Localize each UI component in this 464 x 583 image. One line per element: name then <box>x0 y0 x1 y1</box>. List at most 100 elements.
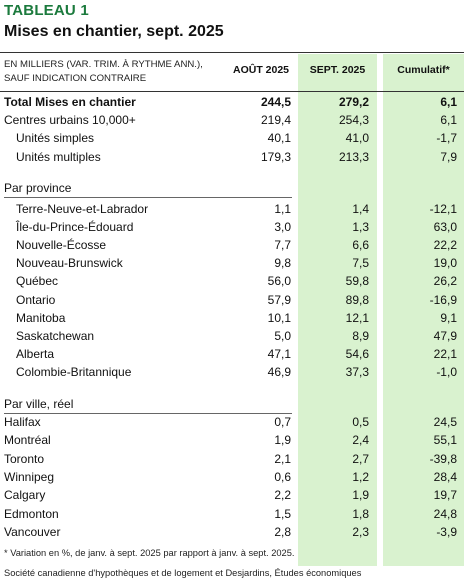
row-label: Québec <box>16 274 59 288</box>
table-row: Unités multiples 179,3 213,3 7,9 <box>0 148 464 166</box>
aug-value: 2,1 <box>274 452 291 466</box>
table-row: Centres urbains 10,000+ 219,4 254,3 6,1 <box>0 111 464 129</box>
aug-value: 3,0 <box>274 220 291 234</box>
sept-value: 89,8 <box>345 293 369 307</box>
table-row: Ontario 57,9 89,8 -16,9 <box>0 291 464 309</box>
row-label: Unités simples <box>16 131 95 145</box>
sept-value: 1,9 <box>352 488 369 502</box>
cumulative-value: 6,1 <box>440 113 457 127</box>
sept-value: 279,2 <box>338 95 369 109</box>
cumulative-value: 19,0 <box>433 256 457 270</box>
sept-value: 213,3 <box>338 150 369 164</box>
table-row: Alberta 47,1 54,6 22,1 <box>0 345 464 363</box>
cumulative-value: 9,1 <box>440 311 457 325</box>
table-row: Colombie-Britannique 46,9 37,3 -1,0 <box>0 363 464 381</box>
table-row: Île-du-Prince-Édouard 3,0 1,3 63,0 <box>0 218 464 236</box>
sept-value: 41,0 <box>345 131 369 145</box>
aug-value: 1,1 <box>274 202 291 216</box>
row-label: Total Mises en chantier <box>4 95 136 109</box>
row-label: Alberta <box>16 347 55 361</box>
sept-value: 254,3 <box>338 113 369 127</box>
cumulative-value: 19,7 <box>433 488 457 502</box>
sept-value: 1,3 <box>352 220 369 234</box>
sept-value: 1,4 <box>352 202 369 216</box>
table-row: Manitoba 10,1 12,1 9,1 <box>0 309 464 327</box>
table-row: Calgary 2,2 1,9 19,7 <box>0 486 464 504</box>
header-top-rule <box>0 52 464 53</box>
sept-value: 2,7 <box>352 452 369 466</box>
cumulative-value: 22,1 <box>433 347 457 361</box>
cumulative-value: 24,5 <box>433 415 457 429</box>
section-header-city: Par ville, réel <box>4 397 74 411</box>
aug-value: 46,9 <box>267 365 291 379</box>
column-header-sept: SEPT. 2025 <box>309 64 366 76</box>
sept-value: 2,4 <box>352 433 369 447</box>
cumulative-value: 22,2 <box>433 238 457 252</box>
row-label: Nouveau-Brunswick <box>16 256 123 270</box>
units-note: EN MILLIERS (VAR. TRIM. À RYTHME ANN.), … <box>4 58 203 86</box>
row-label: Ontario <box>16 293 56 307</box>
table-row: Québec 56,0 59,8 26,2 <box>0 272 464 290</box>
cumulative-value: -3,9 <box>436 525 457 539</box>
section-divider <box>4 413 292 414</box>
sept-value: 2,3 <box>352 525 369 539</box>
table-row: Total Mises en chantier 244,5 279,2 6,1 <box>0 93 464 111</box>
aug-value: 0,7 <box>274 415 291 429</box>
sept-value: 12,1 <box>345 311 369 325</box>
aug-value: 2,8 <box>274 525 291 539</box>
sept-value: 0,5 <box>352 415 369 429</box>
cumulative-value: 6,1 <box>440 95 457 109</box>
cumulative-value: 47,9 <box>433 329 457 343</box>
table-title: Mises en chantier, sept. 2025 <box>4 23 224 40</box>
cumulative-value: -1,0 <box>436 365 457 379</box>
table-row: Saskatchewan 5,0 8,9 47,9 <box>0 327 464 345</box>
units-note-line1: EN MILLIERS (VAR. TRIM. À RYTHME ANN.), <box>4 59 203 70</box>
cumulative-value: 24,8 <box>433 507 457 521</box>
aug-value: 9,8 <box>274 256 291 270</box>
row-label: Halifax <box>4 415 41 429</box>
column-header-cumulative: Cumulatif* <box>397 64 450 76</box>
row-label: Saskatchewan <box>16 329 95 343</box>
cumulative-column-shade <box>383 54 464 566</box>
aug-value: 2,2 <box>274 488 291 502</box>
column-header-aug: AOÛT 2025 <box>232 64 290 76</box>
sept-value: 8,9 <box>352 329 369 343</box>
cumulative-value: -1,7 <box>436 131 457 145</box>
table-row: Unités simples 40,1 41,0 -1,7 <box>0 129 464 147</box>
table-number: TABLEAU 1 <box>4 2 89 19</box>
row-label: Terre-Neuve-et-Labrador <box>16 202 149 216</box>
sept-column-shade <box>298 54 377 566</box>
cumulative-value: -16,9 <box>429 293 457 307</box>
cumulative-value: 7,9 <box>440 150 457 164</box>
sept-value: 7,5 <box>352 256 369 270</box>
sept-value: 37,3 <box>345 365 369 379</box>
header-bottom-rule <box>0 91 464 92</box>
row-label: Île-du-Prince-Édouard <box>16 220 134 234</box>
aug-value: 219,4 <box>260 113 291 127</box>
table-row: Montréal 1,9 2,4 55,1 <box>0 431 464 449</box>
aug-value: 7,7 <box>274 238 291 252</box>
row-label: Manitoba <box>16 311 66 325</box>
cumulative-value: 55,1 <box>433 433 457 447</box>
aug-value: 1,5 <box>274 507 291 521</box>
aug-value: 40,1 <box>267 131 291 145</box>
table-row: Nouveau-Brunswick 9,8 7,5 19,0 <box>0 254 464 272</box>
row-label: Colombie-Britannique <box>16 365 132 379</box>
aug-value: 1,9 <box>274 433 291 447</box>
row-label: Calgary <box>4 488 46 502</box>
row-label: Vancouver <box>4 525 61 539</box>
sept-value: 1,2 <box>352 470 369 484</box>
source-note: Société canadienne d'hypothèques et de l… <box>4 568 362 578</box>
section-header-province: Par province <box>4 181 72 195</box>
aug-value: 244,5 <box>260 95 291 109</box>
footnote: * Variation en %, de janv. à sept. 2025 … <box>4 548 295 558</box>
aug-value: 179,3 <box>260 150 291 164</box>
cumulative-value: -39,8 <box>429 452 457 466</box>
aug-value: 47,1 <box>267 347 291 361</box>
cumulative-value: -12,1 <box>429 202 457 216</box>
aug-value: 5,0 <box>274 329 291 343</box>
row-label: Toronto <box>4 452 45 466</box>
row-label: Montréal <box>4 433 51 447</box>
table-row: Nouvelle-Écosse 7,7 6,6 22,2 <box>0 236 464 254</box>
aug-value: 57,9 <box>267 293 291 307</box>
